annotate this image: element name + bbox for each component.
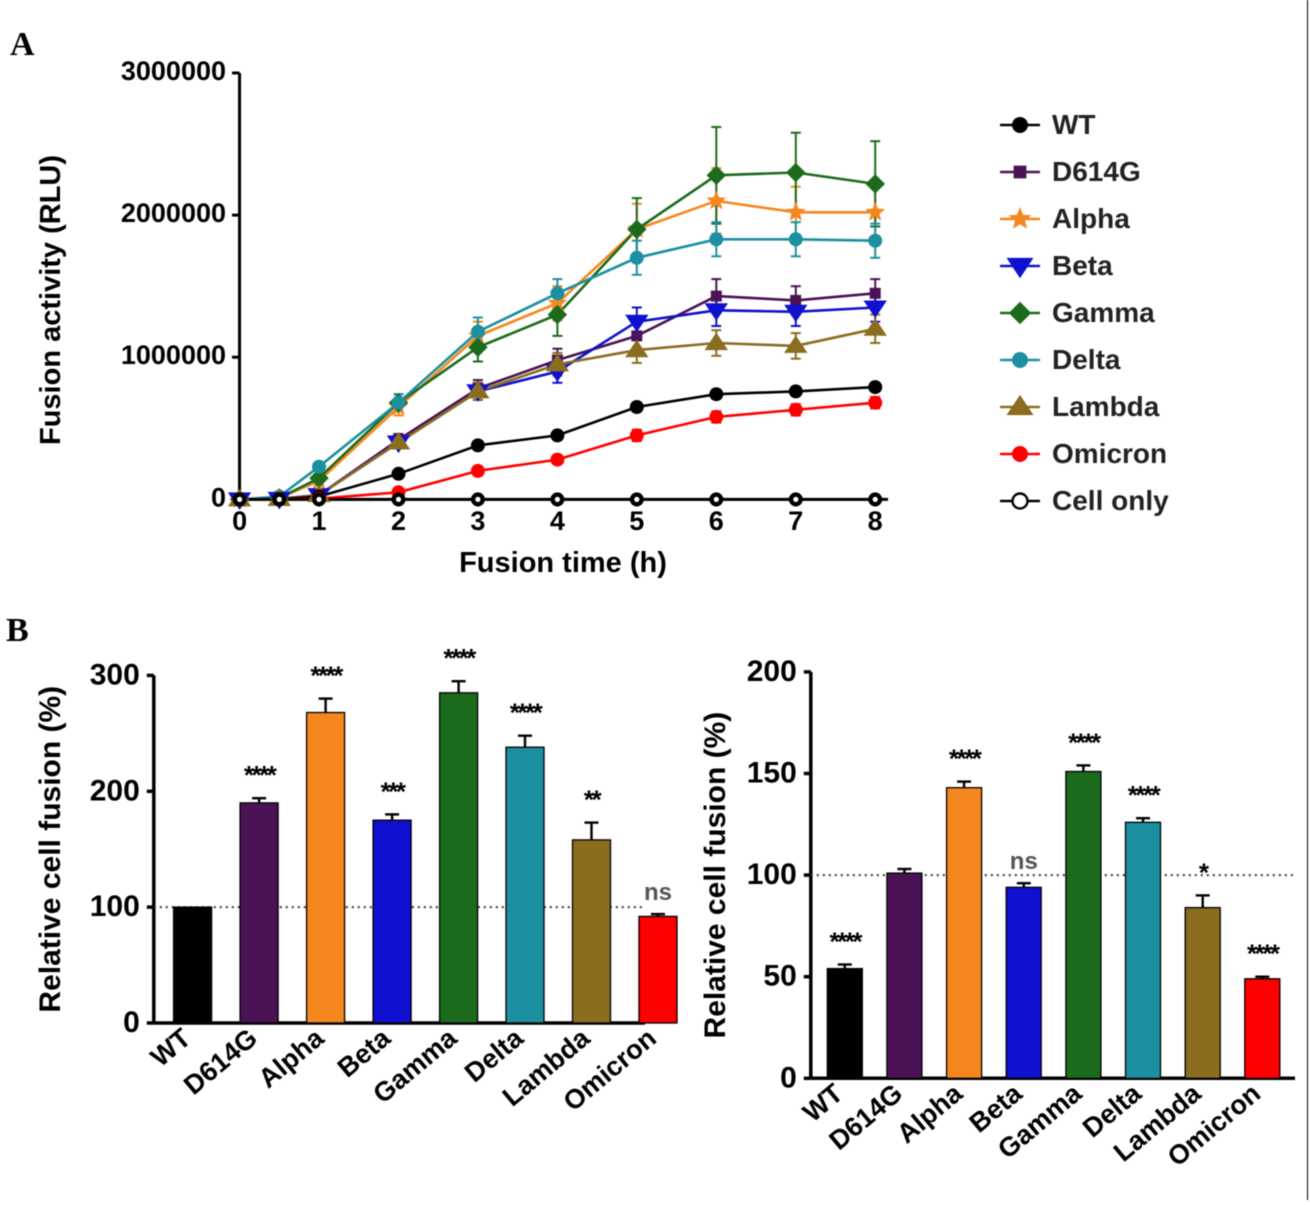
svg-text:****: **** — [1247, 939, 1281, 969]
svg-text:0: 0 — [232, 506, 247, 536]
svg-text:5: 5 — [629, 506, 644, 536]
svg-text:200: 200 — [90, 774, 140, 807]
svg-text:1: 1 — [311, 506, 326, 536]
svg-text:Cell only: Cell only — [1052, 485, 1169, 516]
svg-text:D614G: D614G — [1052, 156, 1141, 187]
svg-text:****: **** — [510, 698, 544, 728]
svg-text:0: 0 — [780, 1061, 797, 1094]
svg-text:7: 7 — [788, 506, 803, 536]
svg-text:****: **** — [244, 760, 278, 790]
svg-text:Omicron: Omicron — [1052, 438, 1167, 469]
svg-text:Alpha: Alpha — [1052, 203, 1130, 234]
svg-text:**: ** — [584, 785, 603, 815]
svg-text:Alpha: Alpha — [891, 1077, 968, 1149]
svg-text:50: 50 — [763, 960, 796, 993]
svg-text:****: **** — [1128, 780, 1162, 810]
svg-text:8: 8 — [868, 506, 883, 536]
svg-text:150: 150 — [747, 757, 797, 790]
svg-text:Delta: Delta — [1052, 344, 1121, 375]
svg-text:Relative cell fusion (%): Relative cell fusion (%) — [699, 712, 732, 1039]
svg-text:4: 4 — [550, 506, 565, 536]
svg-text:100: 100 — [90, 890, 140, 923]
svg-text:****: **** — [310, 661, 344, 691]
svg-text:3000000: 3000000 — [121, 56, 226, 86]
svg-text:2: 2 — [391, 506, 406, 536]
svg-text:Lambda: Lambda — [1052, 391, 1160, 422]
svg-text:0: 0 — [123, 1006, 140, 1039]
svg-text:****: **** — [1068, 727, 1102, 757]
svg-text:*: * — [1199, 857, 1210, 887]
svg-text:1000000: 1000000 — [121, 340, 226, 370]
svg-text:WT: WT — [145, 1022, 197, 1072]
svg-text:****: **** — [443, 643, 477, 673]
svg-text:Fusion activity (RLU): Fusion activity (RLU) — [35, 155, 67, 445]
svg-text:300: 300 — [90, 658, 140, 691]
svg-text:Beta: Beta — [1052, 250, 1113, 281]
svg-text:ns: ns — [644, 879, 672, 906]
svg-text:2000000: 2000000 — [121, 198, 226, 228]
svg-text:D614G: D614G — [178, 1023, 263, 1101]
svg-text:Fusion time (h): Fusion time (h) — [459, 547, 667, 579]
svg-text:Relative cell fusion (%): Relative cell fusion (%) — [34, 686, 67, 1013]
svg-text:3: 3 — [470, 506, 485, 536]
svg-text:Alpha: Alpha — [253, 1022, 330, 1094]
svg-text:6: 6 — [709, 506, 724, 536]
svg-text:ns: ns — [1010, 848, 1038, 875]
svg-text:***: *** — [381, 776, 407, 806]
svg-text:0: 0 — [211, 482, 226, 512]
svg-text:****: **** — [949, 744, 983, 774]
svg-text:100: 100 — [747, 858, 797, 891]
svg-text:WT: WT — [1052, 109, 1096, 140]
svg-text:200: 200 — [747, 655, 797, 688]
svg-text:Gamma: Gamma — [1052, 297, 1155, 328]
svg-text:****: **** — [830, 927, 864, 957]
